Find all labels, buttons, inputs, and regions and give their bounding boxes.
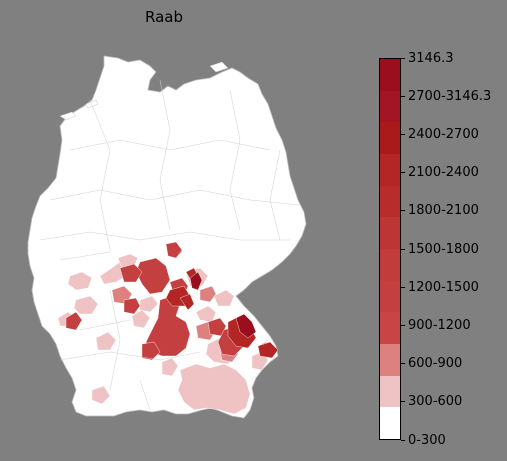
district-low [161,357,179,377]
district-high [123,297,141,315]
district-low [131,309,151,329]
district-border [229,89,241,231]
district-low [95,331,117,351]
legend-tick-label: 900-1200 [408,317,471,333]
district-low [73,295,99,315]
legend-tick-label: 1800-2100 [408,203,479,219]
legend-color-9 [380,122,400,154]
legend-color-7 [380,185,400,218]
district-low [139,295,159,313]
district-max [189,271,203,291]
legend-color-6 [380,217,400,249]
district-high [141,341,161,361]
district-low [67,271,93,291]
legend-tick-label: 0-300 [408,432,446,448]
legend-color-0 [380,407,400,439]
legend-color-1 [380,375,400,408]
legend-color-10 [380,90,400,123]
legend-tick-label: 2700-3146.3 [408,88,492,104]
coast-island [209,61,229,73]
district-border [89,99,111,251]
district-low [195,305,217,323]
district-border [109,289,121,391]
district-high [165,241,183,259]
district-low [213,289,235,307]
district-border [69,139,271,151]
legend-color-4 [380,280,400,313]
district-very_high [179,293,195,311]
district-border [159,79,171,231]
legend-tick-label: 1500-1800 [408,241,479,257]
district-high [119,263,143,283]
district-border [79,319,131,331]
legend-tick-label: 600-900 [408,356,463,372]
coast-island [59,111,77,121]
district-border [59,251,111,261]
legend-tick-label: 2400-2700 [408,126,479,142]
district-low [177,363,251,415]
legend-color-3 [380,312,400,344]
district-border [59,351,201,361]
district-border [139,379,151,411]
coast-island [85,99,99,109]
district-high [65,311,83,331]
district-mid [199,285,217,303]
legend-color-8 [380,153,400,186]
legend-tick-label: 1200-1500 [408,279,479,295]
district-low [91,385,111,405]
legend-tick-label: 300-600 [408,394,463,410]
legend-color-5 [380,248,400,281]
district-very_high [257,341,279,359]
district-border [39,231,290,241]
map-title: Raab [145,8,183,26]
district-border [49,189,301,206]
legend-color-2 [380,343,400,376]
legend-tick-label: 3146.3 [408,50,454,66]
legend-tick-label: 2100-2400 [408,165,479,181]
legend-color-11 [380,58,400,91]
district-max [235,313,257,339]
district-border [269,149,281,241]
legend-colorbar [379,58,401,440]
